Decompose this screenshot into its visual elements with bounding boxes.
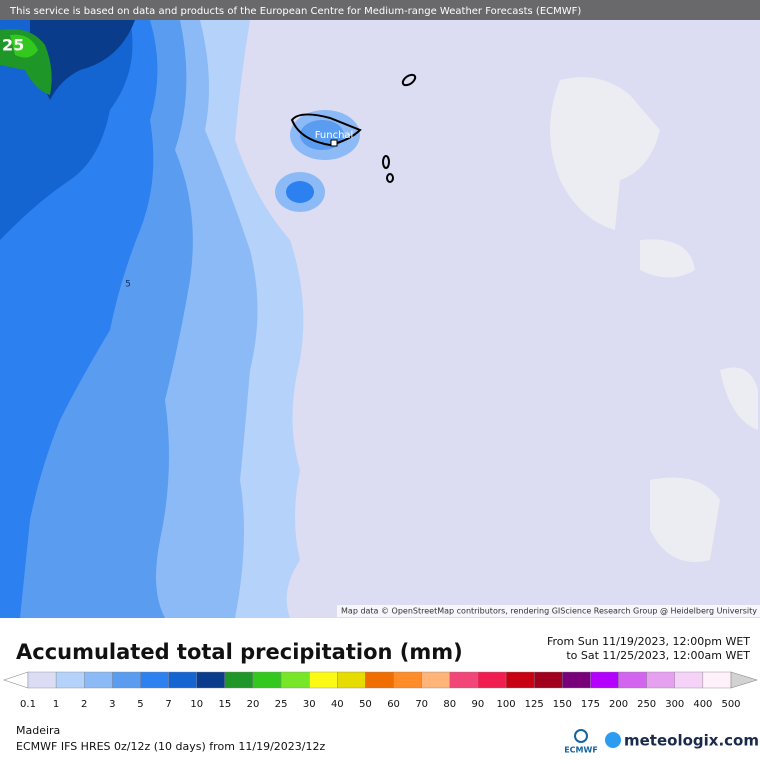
legend-box — [55, 671, 85, 689]
legend-label: 100 — [496, 699, 515, 710]
legend-label: 15 — [218, 699, 231, 710]
precip-10 — [30, 20, 135, 100]
legend-arrow — [730, 671, 759, 689]
legend-box — [112, 671, 141, 689]
brand-logo — [605, 732, 621, 748]
region: Madeira — [16, 724, 60, 737]
legend-label: 5 — [137, 699, 143, 710]
legend-box — [590, 671, 619, 689]
legend-box — [562, 671, 591, 689]
legend-box — [224, 671, 254, 689]
legend-box — [84, 671, 113, 689]
legend: 0.1 1 2 3 5 7 10 15 20 25 30 40 50 60 70 80 90 100 125 150 1… — [3, 671, 759, 710]
city-marker — [330, 139, 338, 147]
island-outline — [386, 173, 394, 183]
legend-label: 70 — [415, 699, 428, 710]
legend-box — [533, 671, 563, 689]
ecmwf-logo — [574, 729, 588, 743]
legend-box — [196, 671, 226, 689]
legend-label: 40 — [331, 699, 344, 710]
legend-label: 50 — [359, 699, 372, 710]
legend-box — [393, 671, 422, 689]
legend-box — [168, 671, 197, 689]
legend-label: 80 — [443, 699, 456, 710]
legend-label: 400 — [693, 699, 712, 710]
legend-label: 1 — [53, 699, 59, 710]
legend-label: 10 — [190, 699, 203, 710]
from: From Sun 11/19/2023, 12:00pm WET — [547, 635, 750, 648]
legend-box — [674, 671, 704, 689]
legend-box — [337, 671, 366, 689]
legend-box — [27, 671, 57, 689]
precip-islet — [286, 181, 314, 203]
legend-label: 20 — [247, 699, 260, 710]
legend-box — [365, 671, 394, 689]
legend-box — [252, 671, 282, 689]
attribution: Map data © OpenStreetMap contributors, r… — [341, 607, 757, 616]
legend-label: 300 — [665, 699, 684, 710]
island-outline — [382, 155, 390, 169]
legend-box — [646, 671, 675, 689]
banner-bg — [0, 0, 760, 20]
legend-label: 125 — [525, 699, 544, 710]
legend-box — [505, 671, 535, 689]
legend-label: 200 — [609, 699, 628, 710]
title: Accumulated total precipitation (mm) — [16, 640, 463, 664]
legend-label: 60 — [387, 699, 400, 710]
legend-arrow — [3, 671, 29, 689]
legend-label: 7 — [165, 699, 171, 710]
legend-label: 90 — [472, 699, 485, 710]
legend-label: 0.1 — [20, 699, 36, 710]
legend-label: 150 — [553, 699, 572, 710]
contour-label: 25 — [2, 36, 24, 55]
legend-label: 2 — [81, 699, 87, 710]
map: 25 5 Funchal This service is based on da… — [0, 0, 760, 618]
legend-box — [309, 671, 338, 689]
legend-box — [477, 671, 507, 689]
legend-box — [280, 671, 310, 689]
legend-label: 500 — [721, 699, 740, 710]
precip-20 — [10, 34, 38, 58]
island-outline — [401, 73, 417, 87]
banner: This service is based on data and produc… — [9, 6, 581, 17]
legend-box — [618, 671, 647, 689]
brand: meteologix.com — [624, 732, 759, 750]
legend-label: 3 — [109, 699, 115, 710]
island-outline — [290, 113, 362, 147]
legend-box — [140, 671, 169, 689]
legend-box — [702, 671, 732, 689]
legend-label: 175 — [581, 699, 600, 710]
to: to Sat 11/25/2023, 12:00am WET — [566, 649, 750, 662]
model: ECMWF IFS HRES 0z/12z (10 days) from 11/… — [16, 740, 326, 753]
attribution-bg — [337, 605, 760, 617]
legend-label: 30 — [303, 699, 316, 710]
legend-label: 25 — [275, 699, 288, 710]
city-label: Funchal — [315, 130, 354, 141]
legend-box — [421, 671, 450, 689]
legend-label: 250 — [637, 699, 656, 710]
contour-label: 5 — [125, 280, 131, 290]
light-patch — [550, 77, 758, 563]
legend-box — [449, 671, 479, 689]
ecmwf: ECMWF — [564, 746, 598, 755]
